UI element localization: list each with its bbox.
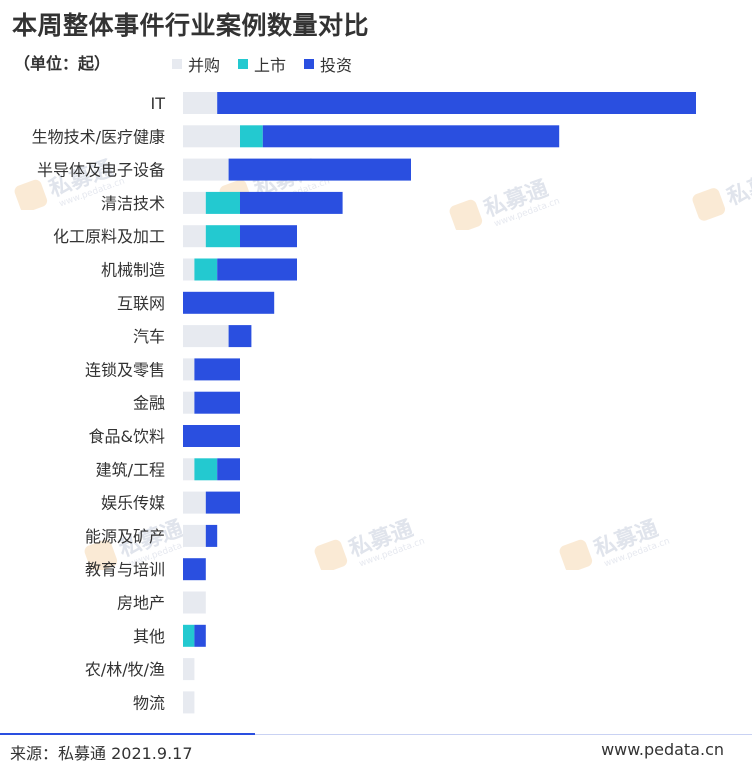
bar-segment-mna	[183, 258, 195, 281]
watermark-logo: 私募通 www.pedata.cn	[449, 176, 561, 230]
category-label: 生物技术/医疗健康	[32, 127, 165, 146]
category-label: 物流	[133, 693, 165, 712]
category-label: 清洁技术	[101, 194, 165, 213]
bar-segment-investment	[217, 258, 297, 281]
bar-segment-ipo	[205, 225, 240, 248]
bar-segment-mna	[183, 158, 229, 181]
legend-swatch-ipo	[238, 59, 249, 69]
category-label: 能源及矿产	[85, 527, 165, 546]
bar-segment-mna	[183, 591, 206, 614]
legend-swatch-investment	[304, 59, 315, 69]
bar-segment-investment	[217, 92, 696, 114]
category-label: 食品&饮料	[89, 427, 165, 446]
footer-divider	[255, 734, 752, 735]
bar-segment-ipo	[183, 624, 195, 647]
legend-swatch-mna	[172, 59, 182, 69]
legend-item-investment: 投资	[304, 52, 352, 76]
bar-segment-investment	[240, 225, 297, 248]
bar-segment-ipo	[205, 191, 240, 214]
bar-segment-mna	[183, 391, 195, 414]
source-label: 来源：私募通 2021.9.17	[10, 744, 193, 763]
bar-segment-mna	[183, 458, 195, 481]
bar-chart: IT 生物技术/医疗健康半导体及电子设备清洁技术化工原料及加工机械制造互联网汽车连…	[32, 92, 696, 714]
category-label: 金融	[133, 394, 165, 413]
category-label: 教育与培训	[85, 560, 165, 579]
category-label: 建筑/工程	[96, 460, 165, 479]
bar-segment-mna	[183, 691, 195, 714]
bar-segment-mna	[183, 524, 206, 547]
bar-segment-mna	[183, 92, 218, 114]
bar-segment-mna	[183, 225, 206, 248]
bar-segment-mna	[183, 125, 240, 148]
watermark-logo: 私募通 www.pedata.cn	[314, 516, 426, 570]
watermark-logo: 私募通 www.pedata.cn	[559, 516, 671, 570]
category-label: 机械制造	[101, 261, 165, 280]
bar-segment-mna	[183, 358, 195, 381]
footer-divider-accent	[0, 733, 255, 735]
bar-segment-investment	[183, 291, 275, 314]
legend-label-mna: 并购	[188, 56, 221, 75]
bar-segment-ipo	[194, 458, 218, 481]
bar-segment-investment	[205, 491, 240, 514]
bar-segment-investment	[228, 158, 411, 181]
bar-segment-investment	[240, 191, 343, 214]
bar-segment-investment	[205, 524, 218, 547]
chart-title: 本周整体事件行业案例数量对比	[12, 11, 370, 40]
bar-segment-investment	[262, 125, 560, 148]
category-label: 其他	[133, 627, 165, 646]
bar-segment-investment	[194, 358, 240, 381]
category-label: 娱乐传媒	[101, 494, 165, 513]
category-label: IT	[151, 94, 166, 113]
bar-segment-mna	[183, 658, 195, 681]
category-label: 连锁及零售	[85, 360, 165, 379]
bar-segment-mna	[183, 491, 206, 514]
watermark-logo: 私募通	[692, 170, 752, 221]
legend-label-ipo: 上市	[254, 56, 287, 75]
bar-segment-investment	[183, 558, 206, 581]
bar-segment-ipo	[194, 258, 218, 281]
category-label: 互联网	[117, 294, 165, 313]
website-label: www.pedata.cn	[601, 740, 724, 759]
bar-segment-mna	[183, 325, 229, 348]
bar-segment-investment	[194, 624, 206, 647]
bar-segment-mna	[183, 191, 206, 214]
category-label: 汽车	[133, 327, 165, 346]
bar-segment-investment	[217, 458, 240, 481]
legend-label-investment: 投资	[320, 56, 353, 75]
category-label: 化工原料及加工	[53, 227, 165, 246]
legend-item-ipo: 上市	[238, 52, 286, 76]
category-label: 房地产	[117, 594, 165, 613]
bar-segment-ipo	[240, 125, 263, 148]
legend: 并购 上市 投资	[172, 52, 370, 76]
watermark-logo: 私募通 www.pedata.cn	[14, 156, 126, 210]
legend-item-mna: 并购	[172, 52, 220, 76]
bar-segment-investment	[194, 391, 240, 414]
unit-label: （单位：起）	[14, 54, 111, 73]
bar-segment-investment	[183, 425, 240, 447]
bar-segment-investment	[228, 325, 252, 348]
category-label: 半导体及电子设备	[37, 161, 165, 180]
category-label: 农/林/牧/渔	[85, 660, 165, 679]
